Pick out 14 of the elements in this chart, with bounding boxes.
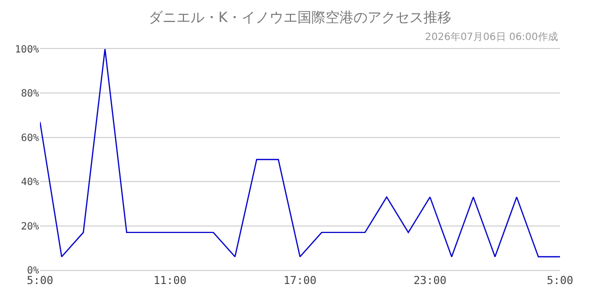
y-tick-label: 100% [14, 44, 39, 56]
x-tick-label: 11:00 [153, 274, 187, 288]
x-tick-label: 23:00 [413, 274, 447, 288]
y-tick-label: 0% [26, 266, 39, 276]
x-tick-label: 5:00 [546, 274, 574, 288]
x-tick-label: 17:00 [283, 274, 317, 288]
chart-subtitle: 2026年07月06日 06:00作成 [425, 31, 558, 43]
y-tick-label: 40% [20, 177, 39, 188]
y-tick-label: 80% [20, 88, 39, 100]
y-tick-label: 60% [20, 132, 39, 144]
chart-title: ダニエル・K・イノウエ国際空港のアクセス推移 [148, 10, 452, 26]
line-series [40, 49, 560, 258]
x-tick-label: 5:00 [26, 274, 54, 288]
y-tick-label: 20% [20, 221, 39, 232]
